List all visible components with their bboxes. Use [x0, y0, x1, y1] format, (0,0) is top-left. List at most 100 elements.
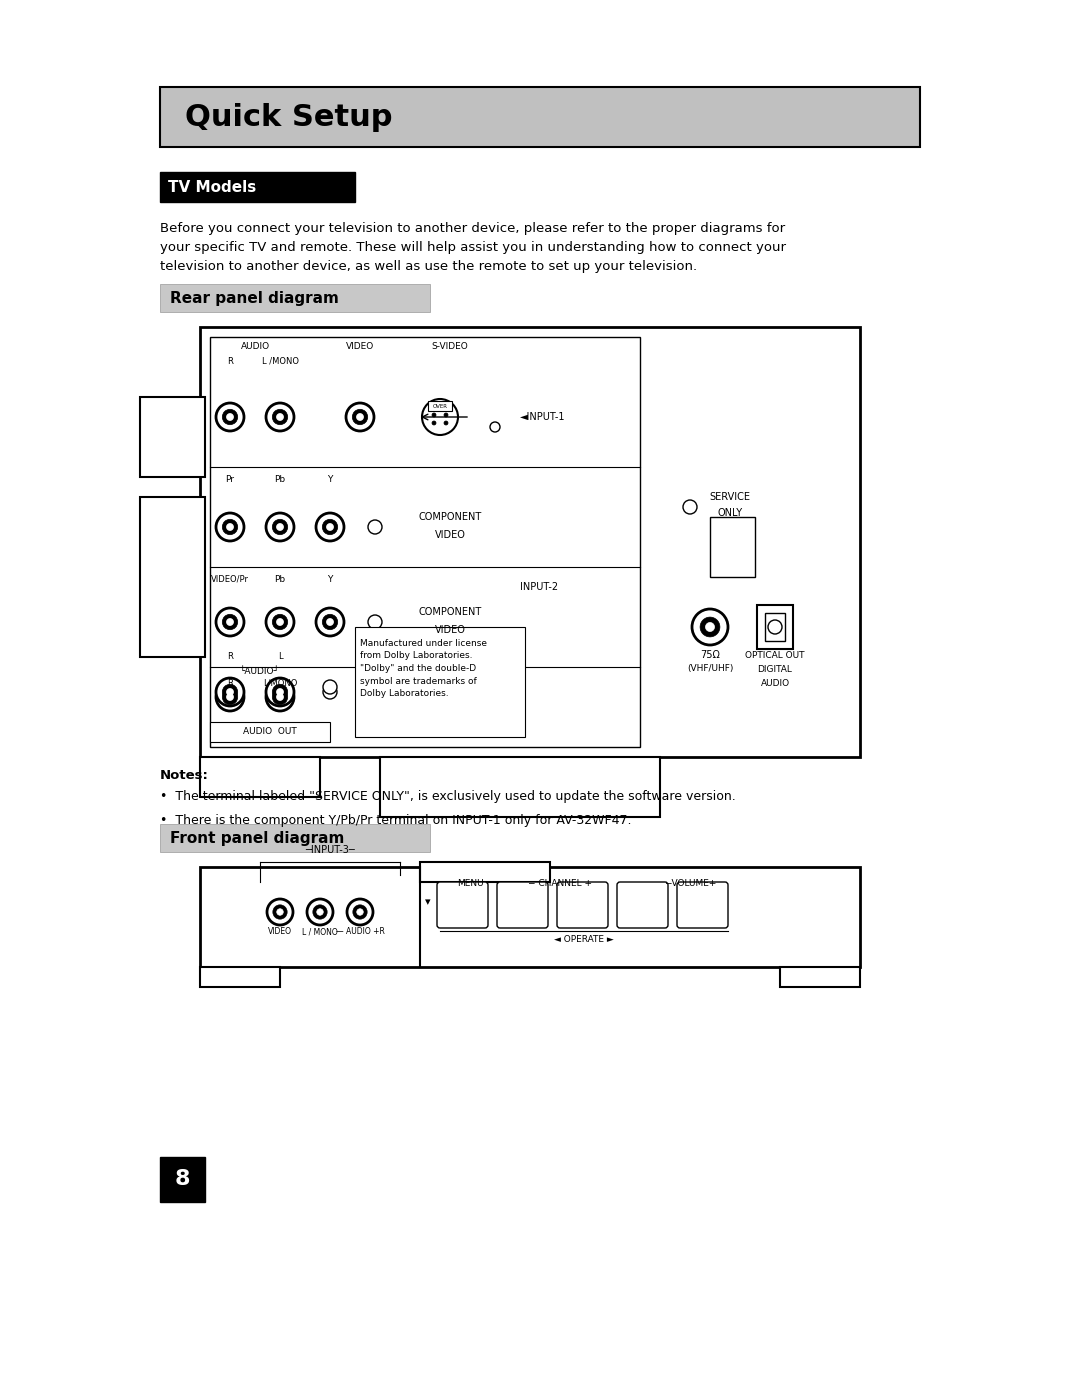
Circle shape: [267, 900, 293, 925]
Circle shape: [326, 619, 334, 626]
Circle shape: [222, 520, 238, 535]
Circle shape: [326, 524, 334, 531]
Circle shape: [276, 909, 283, 915]
Circle shape: [216, 402, 244, 432]
Text: S-VIDEO: S-VIDEO: [432, 342, 469, 351]
Circle shape: [323, 680, 337, 694]
Circle shape: [692, 609, 728, 645]
Text: Rear panel diagram: Rear panel diagram: [170, 291, 339, 306]
Circle shape: [266, 683, 294, 711]
Text: MENU: MENU: [457, 879, 484, 888]
Text: VIDEO/Pr: VIDEO/Pr: [211, 576, 249, 584]
Bar: [140, 397, 205, 476]
Circle shape: [227, 414, 233, 420]
Circle shape: [352, 409, 367, 425]
Text: 75Ω: 75Ω: [700, 650, 720, 659]
Circle shape: [216, 683, 244, 711]
Text: Before you connect your television to another device, please refer to the proper: Before you connect your television to an…: [160, 222, 786, 272]
Bar: [200, 967, 280, 988]
Text: −VOLUME+: −VOLUME+: [664, 879, 716, 888]
FancyBboxPatch shape: [497, 882, 548, 928]
Circle shape: [490, 422, 500, 432]
Text: AUDIO  OUT: AUDIO OUT: [243, 728, 297, 736]
Text: ▾: ▾: [426, 897, 431, 907]
Text: Y: Y: [327, 475, 333, 483]
Text: Y: Y: [327, 576, 333, 584]
Text: •  There is the component Y/Pb/Pr terminal on INPUT-1 only for AV-32WF47.: • There is the component Y/Pb/Pr termina…: [160, 814, 632, 827]
Circle shape: [272, 615, 287, 630]
Circle shape: [272, 520, 287, 535]
Text: Pb: Pb: [274, 475, 285, 483]
Bar: [160, 824, 430, 852]
Text: Quick Setup: Quick Setup: [185, 102, 392, 131]
Text: Front panel diagram: Front panel diagram: [170, 830, 345, 845]
Circle shape: [273, 905, 287, 919]
Circle shape: [227, 693, 233, 700]
Text: Notes:: Notes:: [160, 768, 208, 782]
Circle shape: [444, 414, 448, 416]
Bar: [765, 613, 785, 641]
Circle shape: [276, 414, 283, 420]
Circle shape: [272, 689, 287, 704]
Circle shape: [276, 689, 283, 696]
Text: INPUT-2: INPUT-2: [519, 583, 558, 592]
Bar: [710, 517, 755, 577]
Bar: [200, 757, 320, 798]
FancyBboxPatch shape: [437, 882, 488, 928]
Text: OPTICAL OUT: OPTICAL OUT: [745, 651, 805, 659]
FancyBboxPatch shape: [160, 87, 920, 147]
Text: ◄INPUT-1: ◄INPUT-1: [519, 412, 566, 422]
FancyBboxPatch shape: [677, 882, 728, 928]
Circle shape: [322, 520, 338, 535]
Text: L /MONO: L /MONO: [261, 358, 298, 366]
Circle shape: [276, 693, 283, 700]
Circle shape: [313, 905, 327, 919]
Text: SERVICE: SERVICE: [710, 492, 751, 502]
Bar: [210, 722, 330, 742]
Text: 8: 8: [174, 1169, 190, 1189]
Circle shape: [216, 513, 244, 541]
Bar: [428, 401, 453, 411]
Circle shape: [276, 524, 283, 531]
Text: L / MONO: L / MONO: [302, 928, 338, 936]
Circle shape: [307, 900, 333, 925]
Text: − CHANNEL +: − CHANNEL +: [528, 879, 592, 888]
Circle shape: [346, 402, 374, 432]
Text: •  The terminal labeled "SERVICE ONLY", is exclusively used to update the softwa: • The terminal labeled "SERVICE ONLY", i…: [160, 789, 735, 803]
Circle shape: [432, 414, 436, 416]
Bar: [160, 1157, 205, 1201]
Text: ─INPUT-3─: ─INPUT-3─: [306, 845, 355, 855]
Circle shape: [266, 678, 294, 705]
Circle shape: [216, 608, 244, 636]
Text: VIDEO: VIDEO: [346, 342, 374, 351]
Text: OVER: OVER: [432, 404, 447, 408]
Circle shape: [222, 689, 238, 704]
Circle shape: [768, 620, 782, 634]
Circle shape: [272, 685, 287, 700]
FancyBboxPatch shape: [617, 882, 669, 928]
Text: └AUDIO┘: └AUDIO┘: [240, 666, 280, 676]
Circle shape: [266, 402, 294, 432]
Text: VIDEO: VIDEO: [434, 529, 465, 541]
Text: R: R: [227, 652, 233, 661]
Circle shape: [216, 678, 244, 705]
Circle shape: [347, 900, 373, 925]
Text: — AUDIO +R: — AUDIO +R: [336, 928, 384, 936]
Circle shape: [276, 619, 283, 626]
Circle shape: [444, 420, 448, 425]
Text: Pb: Pb: [274, 576, 285, 584]
Circle shape: [356, 909, 363, 915]
Bar: [200, 327, 860, 757]
Circle shape: [356, 414, 364, 420]
Text: VIDEO: VIDEO: [434, 624, 465, 636]
Circle shape: [222, 685, 238, 700]
Circle shape: [316, 513, 345, 541]
Text: ONLY: ONLY: [717, 509, 743, 518]
Circle shape: [683, 500, 697, 514]
Circle shape: [422, 400, 458, 434]
Circle shape: [432, 420, 436, 425]
Text: (VHF/UHF): (VHF/UHF): [687, 665, 733, 673]
FancyBboxPatch shape: [557, 882, 608, 928]
Text: Manufactured under license
from Dolby Laboratories.
"Dolby" and the double-D
sym: Manufactured under license from Dolby La…: [360, 638, 487, 698]
Text: Pr: Pr: [226, 475, 234, 483]
